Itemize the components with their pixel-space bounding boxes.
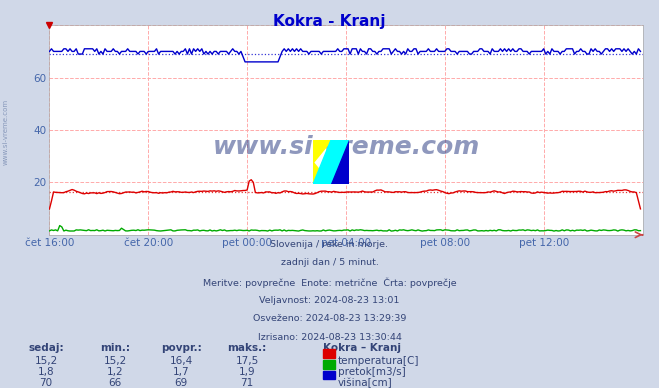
Polygon shape xyxy=(313,140,331,162)
Text: temperatura[C]: temperatura[C] xyxy=(338,356,420,366)
Polygon shape xyxy=(313,162,331,184)
Text: www.si-vreme.com: www.si-vreme.com xyxy=(2,99,9,165)
Text: pretok[m3/s]: pretok[m3/s] xyxy=(338,367,406,377)
Text: 1,9: 1,9 xyxy=(239,367,256,377)
Text: sedaj:: sedaj: xyxy=(28,343,64,353)
Text: 69: 69 xyxy=(175,378,188,388)
Text: 71: 71 xyxy=(241,378,254,388)
Text: 15,2: 15,2 xyxy=(103,356,127,366)
Text: Slovenija / reke in morje.: Slovenija / reke in morje. xyxy=(270,240,389,249)
Text: zadnji dan / 5 minut.: zadnji dan / 5 minut. xyxy=(281,258,378,267)
Polygon shape xyxy=(313,140,349,184)
Text: višina[cm]: višina[cm] xyxy=(338,378,393,388)
Text: 66: 66 xyxy=(109,378,122,388)
Text: 16,4: 16,4 xyxy=(169,356,193,366)
Text: Meritve: povprečne  Enote: metrične  Črta: povprečje: Meritve: povprečne Enote: metrične Črta:… xyxy=(203,277,456,288)
Text: 17,5: 17,5 xyxy=(235,356,259,366)
Text: www.si-vreme.com: www.si-vreme.com xyxy=(212,135,480,159)
Text: povpr.:: povpr.: xyxy=(161,343,202,353)
Text: 1,7: 1,7 xyxy=(173,367,190,377)
Text: Kokra - Kranj: Kokra - Kranj xyxy=(273,14,386,29)
Text: 70: 70 xyxy=(40,378,53,388)
Text: 1,8: 1,8 xyxy=(38,367,55,377)
Text: Osveženo: 2024-08-23 13:29:39: Osveženo: 2024-08-23 13:29:39 xyxy=(253,314,406,323)
Text: 15,2: 15,2 xyxy=(34,356,58,366)
Text: Izrisano: 2024-08-23 13:30:44: Izrisano: 2024-08-23 13:30:44 xyxy=(258,333,401,342)
Text: Veljavnost: 2024-08-23 13:01: Veljavnost: 2024-08-23 13:01 xyxy=(259,296,400,305)
Text: min.:: min.: xyxy=(100,343,130,353)
Text: maks.:: maks.: xyxy=(227,343,267,353)
Text: Kokra – Kranj: Kokra – Kranj xyxy=(323,343,401,353)
Text: 1,2: 1,2 xyxy=(107,367,124,377)
Polygon shape xyxy=(331,140,349,184)
